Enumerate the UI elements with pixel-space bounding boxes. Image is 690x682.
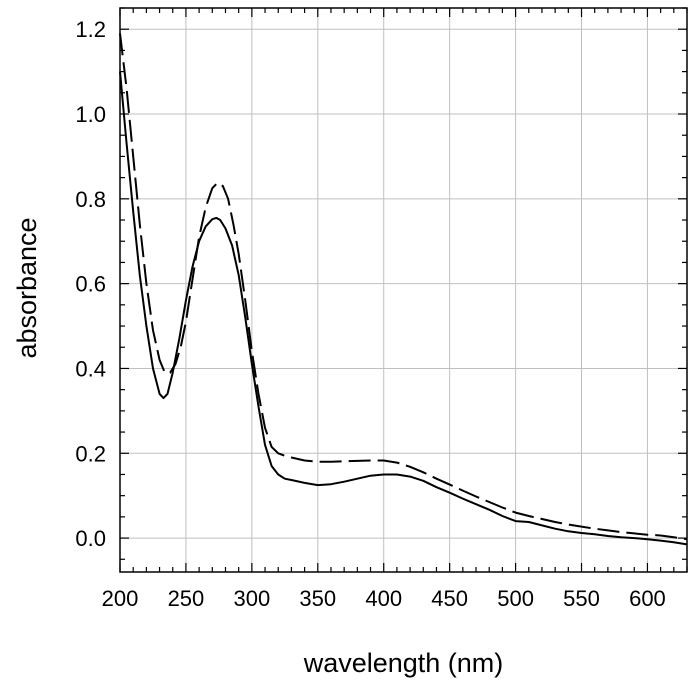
grid <box>119 8 687 572</box>
plot-frame <box>119 7 688 573</box>
series-line-dashed <box>119 33 688 541</box>
x-tick-label-8: 600 <box>629 586 666 611</box>
y-tick-label-2: 0.4 <box>75 356 106 381</box>
y-tick-label-1: 0.2 <box>75 441 106 466</box>
x-axis-title: wavelength (nm) <box>303 648 504 678</box>
y-tick-label-6: 1.2 <box>75 17 106 42</box>
x-tick-label-7: 550 <box>563 586 600 611</box>
ticks <box>119 7 688 572</box>
x-tick-label-2: 300 <box>234 586 271 611</box>
y-tick-label-5: 1.0 <box>75 102 106 127</box>
x-tick-labels: 200 250 300 350 400 450 500 550 600 <box>102 586 666 611</box>
x-tick-label-1: 250 <box>168 586 205 611</box>
y-tick-labels: 0.0 0.2 0.4 0.6 0.8 1.0 1.2 <box>75 17 106 551</box>
series-layer <box>119 33 688 546</box>
x-tick-label-5: 450 <box>431 586 468 611</box>
x-tick-label-3: 350 <box>299 586 336 611</box>
x-tick-label-4: 400 <box>365 586 402 611</box>
series-line-solid <box>119 71 688 546</box>
y-axis-title: absorbance <box>12 217 42 358</box>
y-tick-label-0: 0.0 <box>75 526 106 551</box>
y-tick-label-3: 0.6 <box>75 272 106 297</box>
y-tick-label-4: 0.8 <box>75 187 106 212</box>
x-tick-label-0: 200 <box>102 586 139 611</box>
x-tick-label-6: 500 <box>497 586 534 611</box>
